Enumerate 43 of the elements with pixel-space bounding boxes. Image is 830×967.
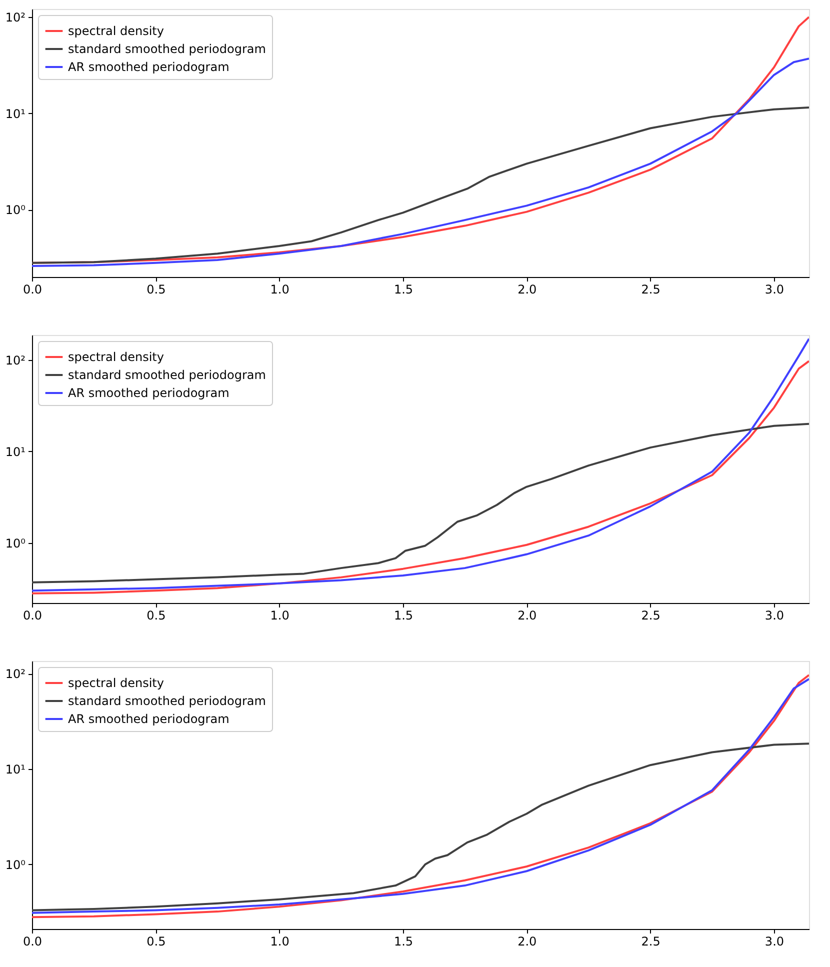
legend-label: AR smoothed periodogram xyxy=(68,60,230,74)
legend-label: spectral density xyxy=(68,350,164,364)
line-series xyxy=(32,742,809,912)
legend-label: standard smoothed periodogram xyxy=(68,694,266,708)
legend-label: standard smoothed periodogram xyxy=(68,42,266,56)
x-tick-label: 2.5 xyxy=(641,934,660,948)
x-tick-label: 0.5 xyxy=(146,282,166,296)
x-tick-label: 1.0 xyxy=(270,282,290,296)
x-tick-label: 0.5 xyxy=(146,608,166,622)
y-tick-label: 10⁰ xyxy=(5,536,26,550)
y-tick-label: 10¹ xyxy=(5,106,26,121)
y-tick-label: 10¹ xyxy=(5,444,26,459)
x-tick-label: 2.0 xyxy=(518,608,537,622)
legend-label: spectral density xyxy=(68,24,164,38)
y-tick-label: 10² xyxy=(5,10,26,24)
x-tick-label: 3.0 xyxy=(764,282,784,296)
x-tick-label: 1.0 xyxy=(270,608,290,622)
legend-label: AR smoothed periodogram xyxy=(68,386,230,400)
x-tick-label: 2.5 xyxy=(641,608,660,622)
y-tick-label: 10² xyxy=(5,667,26,682)
y-tick-label: 10⁰ xyxy=(5,203,26,218)
y-tick-label: 10⁰ xyxy=(5,858,26,872)
x-tick-label: 1.5 xyxy=(394,608,414,622)
x-tick-label: 3.0 xyxy=(764,608,784,622)
x-tick-label: 0.0 xyxy=(22,608,42,622)
line-series xyxy=(32,422,809,584)
x-tick-label: 1.0 xyxy=(270,934,290,948)
x-tick-label: 2.5 xyxy=(641,282,660,296)
x-tick-label: 0.0 xyxy=(22,934,42,948)
y-tick-label: 10¹ xyxy=(5,762,26,777)
x-tick-label: 0.5 xyxy=(146,934,166,948)
legend-label: AR smoothed periodogram xyxy=(68,712,230,726)
x-tick-label: 0.0 xyxy=(22,282,42,296)
x-tick-label: 1.5 xyxy=(394,282,414,296)
line-series xyxy=(32,58,809,268)
x-tick-label: 2.0 xyxy=(518,282,537,296)
line-series xyxy=(32,106,809,264)
y-tick-label: 10² xyxy=(5,353,26,368)
x-tick-label: 2.0 xyxy=(518,934,537,948)
x-tick-label: 3.0 xyxy=(764,934,784,948)
legend-label: standard smoothed periodogram xyxy=(68,368,266,382)
legend-label: spectral density xyxy=(68,676,164,690)
x-tick-label: 1.5 xyxy=(394,934,414,948)
